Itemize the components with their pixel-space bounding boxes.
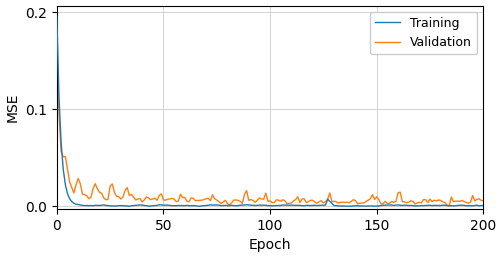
Validation	[443, 204, 449, 207]
Validation	[232, 198, 238, 201]
Training	[54, 15, 60, 18]
Validation	[445, 204, 451, 207]
Training	[56, 95, 62, 98]
Validation	[56, 111, 62, 114]
Y-axis label: MSE: MSE	[6, 93, 20, 122]
Validation	[54, 59, 60, 62]
Training	[234, 204, 240, 207]
Validation	[92, 182, 98, 185]
Training	[445, 204, 451, 207]
Line: Validation: Validation	[57, 61, 482, 206]
Line: Training: Training	[57, 16, 482, 206]
Validation	[209, 193, 215, 196]
Training	[211, 204, 217, 207]
Training	[126, 205, 132, 208]
Training	[286, 204, 292, 207]
Training	[92, 204, 98, 207]
Validation	[479, 199, 485, 202]
Legend: Training, Validation: Training, Validation	[369, 12, 476, 54]
X-axis label: Epoch: Epoch	[248, 238, 291, 252]
Validation	[284, 202, 290, 205]
Training	[479, 204, 485, 207]
